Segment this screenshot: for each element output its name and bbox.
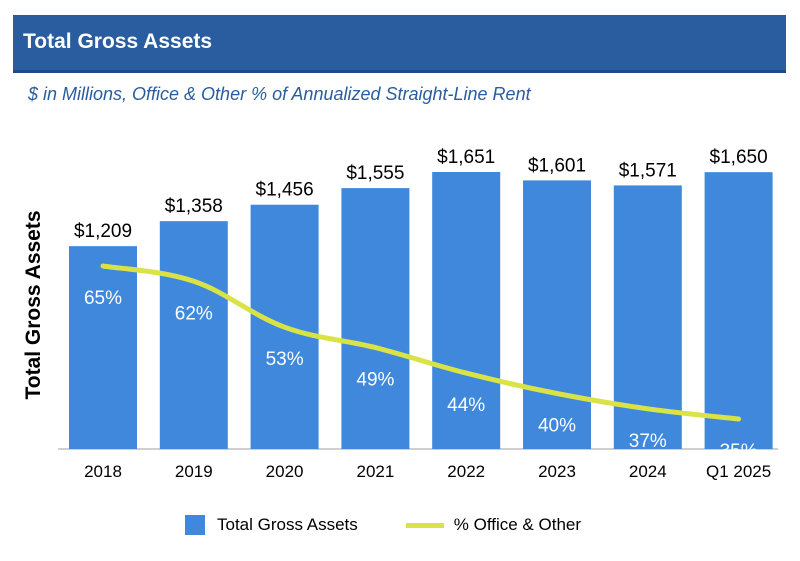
legend-bar-label: Total Gross Assets	[217, 515, 358, 534]
legend-line-label: % Office & Other	[453, 515, 582, 534]
x-tick-label: Q1 2025	[706, 462, 771, 481]
chart-legend: Total Gross Assets % Office & Other	[185, 515, 581, 535]
page-title: Total Gross Assets	[23, 30, 213, 53]
bar-2022	[432, 172, 501, 449]
chart-subtitle: $ in Millions, Office & Other % of Annua…	[28, 84, 531, 104]
pct-label: 53%	[266, 349, 304, 370]
bar-value-label: $1,358	[165, 196, 223, 217]
bar-q1-2025	[704, 172, 773, 449]
pct-label: 35%	[720, 441, 758, 462]
x-tick-label: 2018	[84, 462, 122, 481]
x-tick-label: 2019	[175, 462, 213, 481]
pct-office-line	[100, 263, 742, 422]
bar-value-label: $1,456	[256, 180, 314, 201]
x-tick-label: 2024	[629, 462, 667, 481]
pct-label: 40%	[538, 416, 576, 437]
bar-value-label: $1,651	[437, 147, 495, 168]
bar-value-label: $1,571	[619, 160, 677, 181]
bar-value-label: $1,209	[74, 221, 132, 242]
pct-label: 44%	[447, 395, 485, 416]
bar-value-label: $1,555	[346, 163, 404, 184]
pct-label: 37%	[629, 431, 667, 452]
labels-group: $1,209 2018 $1,358 2019 $1,456 2020 $1,555 2021…	[74, 147, 771, 481]
bar-2023	[523, 180, 591, 449]
bar-2021	[341, 188, 410, 449]
bar-value-label: $1,650	[710, 147, 768, 168]
header-bar: Total Gross Assets	[13, 15, 786, 73]
x-tick-label: 2020	[266, 462, 304, 481]
y-axis-label: Total Gross Assets	[22, 210, 45, 399]
pct-label: 65%	[84, 288, 122, 309]
x-tick-label: 2021	[356, 462, 394, 481]
pct-label: 62%	[175, 303, 213, 324]
pct-label: 49%	[356, 370, 394, 391]
bar-value-label: $1,601	[528, 155, 586, 176]
legend-bar-swatch	[185, 515, 205, 535]
bars-group	[69, 172, 773, 449]
bar-2018	[69, 246, 137, 449]
bar-2019	[159, 221, 228, 449]
x-tick-label: 2023	[538, 462, 576, 481]
line-group	[100, 263, 742, 422]
x-tick-label: 2022	[447, 462, 485, 481]
legend-line-swatch	[405, 522, 444, 528]
